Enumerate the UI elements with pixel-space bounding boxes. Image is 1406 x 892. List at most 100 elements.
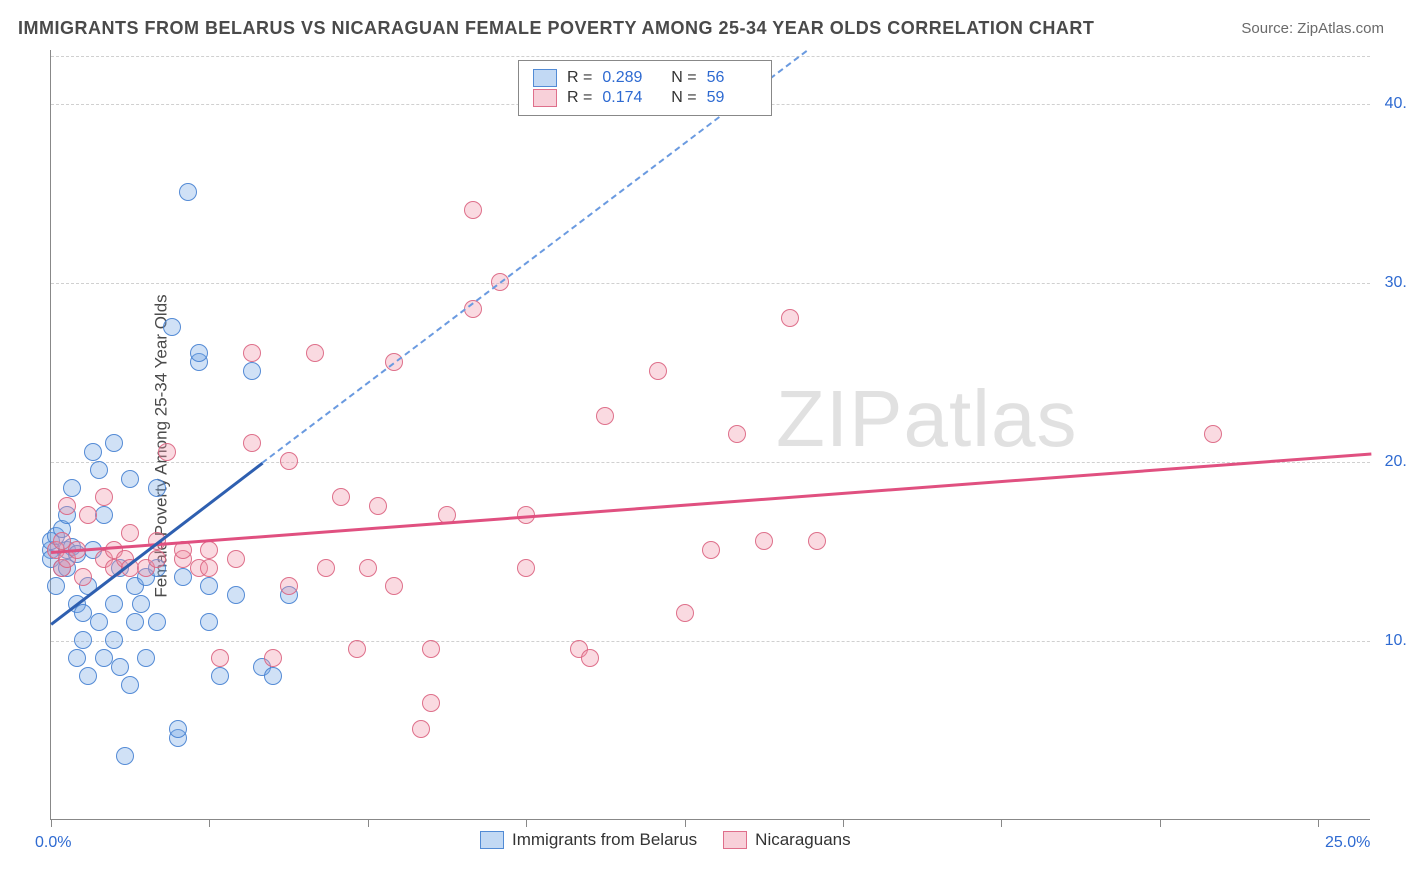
data-point: [47, 577, 65, 595]
y-tick-label: 10.0%: [1375, 632, 1406, 650]
stat-n-label: N =: [662, 69, 696, 87]
data-point: [126, 613, 144, 631]
data-point: [755, 532, 773, 550]
source-link[interactable]: ZipAtlas.com: [1297, 20, 1384, 37]
data-point: [148, 479, 166, 497]
x-tick: [843, 819, 844, 827]
data-point: [200, 577, 218, 595]
gridline-horizontal: [51, 462, 1370, 463]
data-point: [596, 407, 614, 425]
x-tick: [1160, 819, 1161, 827]
data-point: [58, 497, 76, 515]
gridline-horizontal: [51, 283, 1370, 284]
data-point: [74, 568, 92, 586]
data-point: [132, 595, 150, 613]
x-tick: [526, 819, 527, 827]
data-point: [808, 532, 826, 550]
legend-swatch: [480, 831, 504, 849]
data-point: [200, 613, 218, 631]
stat-r-label: R =: [567, 69, 592, 87]
x-tick: [685, 819, 686, 827]
data-point: [280, 452, 298, 470]
data-point: [163, 318, 181, 336]
data-point: [121, 524, 139, 542]
data-point: [121, 470, 139, 488]
data-point: [95, 506, 113, 524]
correlation-stats-box: R = 0.289 N = 56R = 0.174 N = 59: [518, 60, 772, 116]
scatter-plot-area: 10.0%20.0%30.0%40.0%: [50, 50, 1370, 820]
data-point: [116, 747, 134, 765]
legend-swatch: [723, 831, 747, 849]
data-point: [68, 649, 86, 667]
data-point: [264, 649, 282, 667]
y-tick-label: 20.0%: [1375, 453, 1406, 471]
data-point: [148, 613, 166, 631]
legend-label: Immigrants from Belarus: [512, 830, 697, 850]
data-point: [728, 425, 746, 443]
data-point: [369, 497, 387, 515]
stats-row: R = 0.289 N = 56: [533, 69, 757, 87]
chart-title: IMMIGRANTS FROM BELARUS VS NICARAGUAN FE…: [18, 18, 1094, 39]
stat-n-value: 56: [707, 69, 757, 87]
data-point: [332, 488, 350, 506]
data-point: [227, 550, 245, 568]
legend: Immigrants from Belarus Nicaraguans: [480, 830, 851, 850]
x-tick: [209, 819, 210, 827]
data-point: [1204, 425, 1222, 443]
stat-r-value: 0.174: [602, 89, 652, 107]
y-tick-label: 40.0%: [1375, 95, 1406, 113]
data-point: [422, 694, 440, 712]
source-label: Source:: [1241, 20, 1297, 37]
x-tick-label: 25.0%: [1325, 834, 1370, 852]
data-point: [243, 344, 261, 362]
data-point: [348, 640, 366, 658]
data-point: [95, 488, 113, 506]
data-point: [227, 586, 245, 604]
data-point: [359, 559, 377, 577]
data-point: [63, 479, 81, 497]
gridline-horizontal: [51, 641, 1370, 642]
data-point: [264, 667, 282, 685]
data-point: [676, 604, 694, 622]
x-tick: [1001, 819, 1002, 827]
x-tick: [51, 819, 52, 827]
data-point: [105, 595, 123, 613]
data-point: [317, 559, 335, 577]
data-point: [517, 559, 535, 577]
y-tick-label: 30.0%: [1375, 274, 1406, 292]
legend-swatch: [533, 89, 557, 107]
data-point: [169, 720, 187, 738]
data-point: [243, 434, 261, 452]
data-point: [74, 631, 92, 649]
data-point: [179, 183, 197, 201]
stat-n-value: 59: [707, 89, 757, 107]
data-point: [158, 443, 176, 461]
data-point: [385, 577, 403, 595]
stat-r-value: 0.289: [602, 69, 652, 87]
data-point: [79, 667, 97, 685]
data-point: [90, 613, 108, 631]
stats-row: R = 0.174 N = 59: [533, 89, 757, 107]
data-point: [79, 506, 97, 524]
data-point: [280, 577, 298, 595]
source-attribution: Source: ZipAtlas.com: [1241, 20, 1384, 37]
data-point: [781, 309, 799, 327]
data-point: [84, 443, 102, 461]
stat-n-label: N =: [662, 89, 696, 107]
data-point: [200, 559, 218, 577]
data-point: [121, 676, 139, 694]
data-point: [137, 649, 155, 667]
data-point: [148, 550, 166, 568]
data-point: [464, 201, 482, 219]
data-point: [702, 541, 720, 559]
data-point: [190, 344, 208, 362]
stat-r-label: R =: [567, 89, 592, 107]
data-point: [422, 640, 440, 658]
trend-line: [51, 453, 1371, 554]
gridline-horizontal: [51, 56, 1370, 57]
data-point: [200, 541, 218, 559]
legend-item: Nicaraguans: [723, 830, 850, 850]
data-point: [412, 720, 430, 738]
data-point: [90, 461, 108, 479]
data-point: [111, 658, 129, 676]
